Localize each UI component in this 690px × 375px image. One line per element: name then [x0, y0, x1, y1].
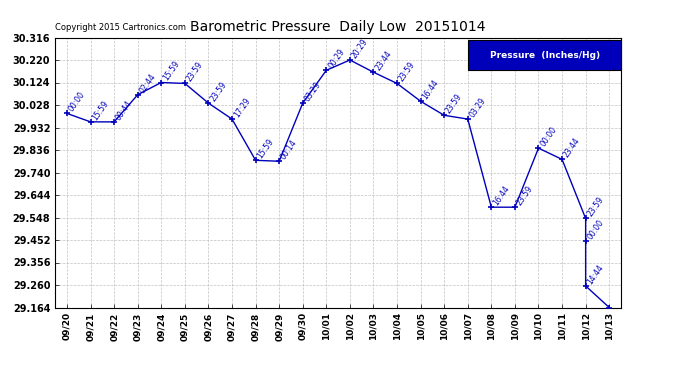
- Text: 00:44: 00:44: [114, 99, 134, 122]
- Text: Copyright 2015 Cartronics.com: Copyright 2015 Cartronics.com: [55, 23, 186, 32]
- Text: 00:14: 00:14: [279, 138, 299, 161]
- Text: 00:00: 00:00: [538, 125, 558, 148]
- Text: 15:59: 15:59: [161, 59, 181, 82]
- Text: 00:29: 00:29: [326, 47, 346, 70]
- Title: Barometric Pressure  Daily Low  20151014: Barometric Pressure Daily Low 20151014: [190, 20, 486, 33]
- Text: 23:59: 23:59: [444, 92, 464, 116]
- Text: 23:44: 23:44: [373, 49, 393, 72]
- Text: 00:00: 00:00: [67, 90, 87, 113]
- Text: 23:59: 23:59: [586, 195, 606, 218]
- Text: 16:44: 16:44: [491, 184, 511, 207]
- Text: 17:29: 17:29: [232, 96, 252, 119]
- Text: 03:29: 03:29: [303, 80, 323, 103]
- Text: 20:29: 20:29: [350, 37, 370, 60]
- Text: 00:00: 00:00: [586, 218, 606, 241]
- Text: 02:44: 02:44: [138, 72, 157, 95]
- Text: 23:59: 23:59: [208, 80, 228, 103]
- Text: 23:59: 23:59: [185, 60, 205, 84]
- Text: 03:29: 03:29: [468, 96, 488, 119]
- Text: 23:59: 23:59: [397, 60, 417, 84]
- Text: 23:59: 23:59: [515, 184, 535, 207]
- FancyBboxPatch shape: [469, 40, 621, 70]
- Text: Pressure  (Inches/Hg): Pressure (Inches/Hg): [489, 51, 600, 60]
- Text: 16:44: 16:44: [421, 78, 440, 101]
- Text: 15:59: 15:59: [255, 137, 275, 160]
- Text: 14:44: 14:44: [586, 263, 606, 286]
- Text: 15:59: 15:59: [90, 99, 110, 122]
- Text: 23:44: 23:44: [562, 136, 582, 159]
